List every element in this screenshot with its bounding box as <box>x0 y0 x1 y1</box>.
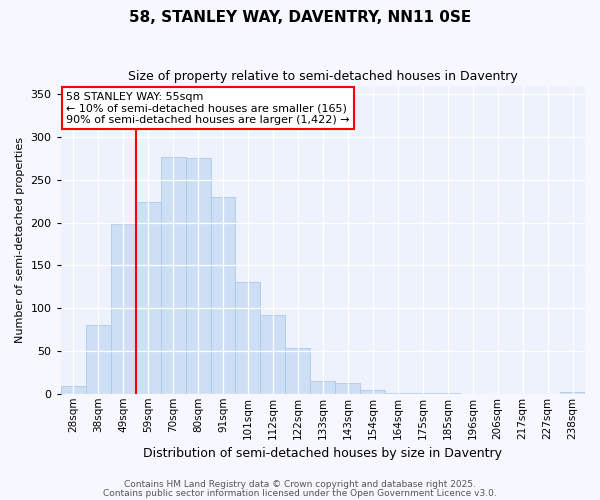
Bar <box>211 197 235 394</box>
Bar <box>136 202 161 394</box>
Text: Contains public sector information licensed under the Open Government Licence v3: Contains public sector information licen… <box>103 489 497 498</box>
Bar <box>361 390 385 394</box>
Bar <box>110 224 136 394</box>
Bar <box>86 326 110 394</box>
Bar <box>235 282 260 394</box>
Bar <box>310 381 335 394</box>
Bar <box>161 156 185 394</box>
Bar <box>560 392 585 394</box>
Bar <box>410 393 435 394</box>
Bar <box>185 158 211 394</box>
Bar <box>61 386 86 394</box>
Bar <box>335 382 361 394</box>
Text: Contains HM Land Registry data © Crown copyright and database right 2025.: Contains HM Land Registry data © Crown c… <box>124 480 476 489</box>
Title: Size of property relative to semi-detached houses in Daventry: Size of property relative to semi-detach… <box>128 70 518 83</box>
Bar <box>260 315 286 394</box>
Bar <box>286 348 310 394</box>
Y-axis label: Number of semi-detached properties: Number of semi-detached properties <box>15 136 25 342</box>
Bar <box>385 393 410 394</box>
Text: 58, STANLEY WAY, DAVENTRY, NN11 0SE: 58, STANLEY WAY, DAVENTRY, NN11 0SE <box>129 10 471 25</box>
X-axis label: Distribution of semi-detached houses by size in Daventry: Distribution of semi-detached houses by … <box>143 447 502 460</box>
Bar <box>435 393 460 394</box>
Text: 58 STANLEY WAY: 55sqm
← 10% of semi-detached houses are smaller (165)
90% of sem: 58 STANLEY WAY: 55sqm ← 10% of semi-deta… <box>66 92 350 125</box>
